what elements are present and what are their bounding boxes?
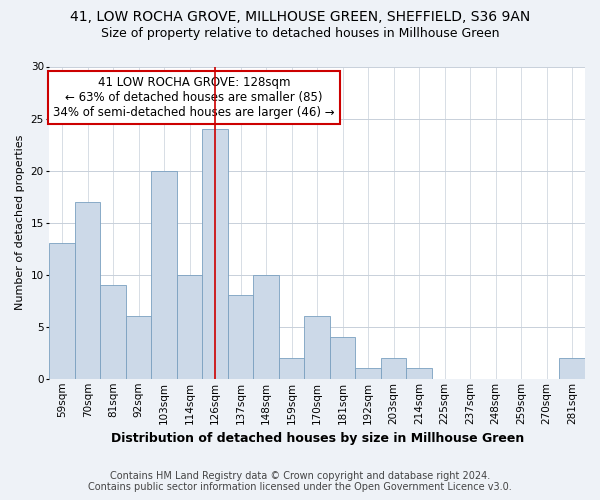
Text: 41 LOW ROCHA GROVE: 128sqm
← 63% of detached houses are smaller (85)
34% of semi: 41 LOW ROCHA GROVE: 128sqm ← 63% of deta… (53, 76, 335, 119)
Text: Contains HM Land Registry data © Crown copyright and database right 2024.
Contai: Contains HM Land Registry data © Crown c… (88, 471, 512, 492)
X-axis label: Distribution of detached houses by size in Millhouse Green: Distribution of detached houses by size … (110, 432, 524, 445)
Bar (253, 274, 279, 379)
Text: 41, LOW ROCHA GROVE, MILLHOUSE GREEN, SHEFFIELD, S36 9AN: 41, LOW ROCHA GROVE, MILLHOUSE GREEN, SH… (70, 10, 530, 24)
Bar (330, 337, 355, 379)
Bar (177, 274, 202, 379)
Bar (49, 244, 75, 379)
Y-axis label: Number of detached properties: Number of detached properties (15, 135, 25, 310)
Bar (406, 368, 432, 379)
Bar (279, 358, 304, 379)
Bar (228, 296, 253, 379)
Bar (151, 170, 177, 379)
Bar (355, 368, 381, 379)
Bar (559, 358, 585, 379)
Bar (100, 285, 126, 379)
Bar (304, 316, 330, 379)
Bar (126, 316, 151, 379)
Bar (75, 202, 100, 379)
Text: Size of property relative to detached houses in Millhouse Green: Size of property relative to detached ho… (101, 28, 499, 40)
Bar (381, 358, 406, 379)
Bar (202, 129, 228, 379)
